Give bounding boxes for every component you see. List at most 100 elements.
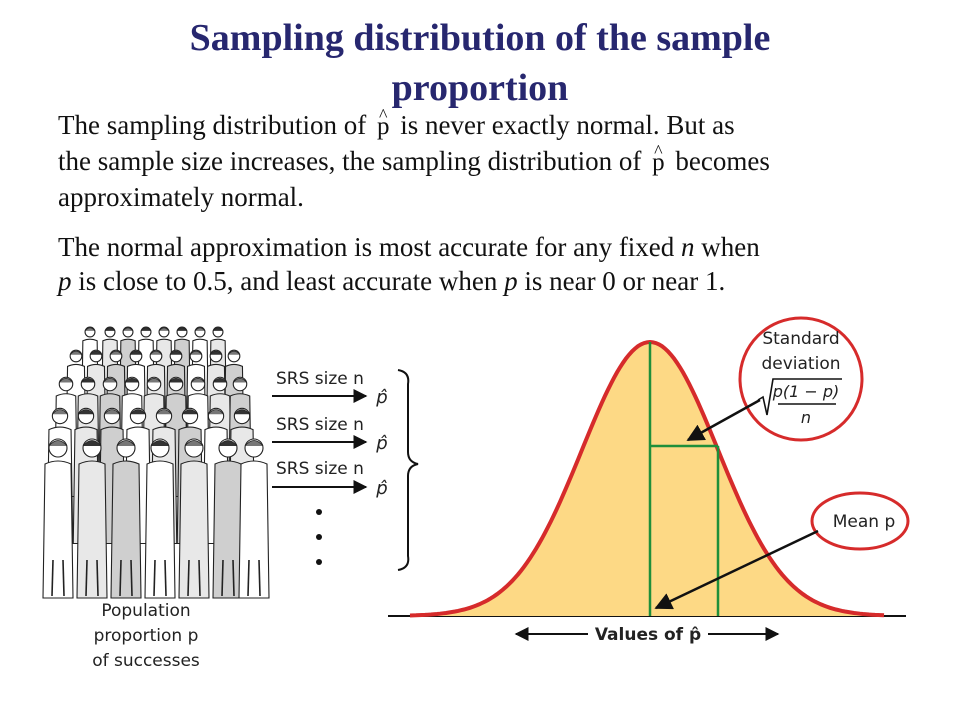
ellipsis-dot	[316, 509, 322, 515]
person-hair	[232, 377, 248, 383]
person-hair	[109, 350, 123, 355]
person-leg	[153, 559, 156, 597]
slide-title-line-2: proportion	[391, 67, 569, 109]
mean-callout-arrow	[654, 529, 819, 610]
person-leg	[187, 559, 190, 597]
curly-brace	[397, 369, 419, 571]
person-leg	[221, 559, 224, 597]
person-hair	[209, 350, 223, 355]
population-label-line-1: Population	[101, 601, 190, 621]
paragraph-2-text-a: The normal approximation is most accurat…	[58, 232, 675, 262]
p-hat-symbol: p ^	[652, 141, 665, 176]
person-hair	[208, 409, 224, 415]
person-hair	[149, 350, 163, 355]
paragraph-1-text-d: becomes	[675, 146, 770, 176]
srs-row-1: SRS size n p̂	[272, 369, 388, 408]
ellipsis-dot	[316, 534, 322, 540]
person-hair	[189, 350, 203, 355]
person-body	[144, 460, 176, 599]
person-hair	[146, 377, 162, 383]
srs-row-3: SRS size n p̂	[272, 459, 388, 499]
paragraph-2-n: n	[681, 232, 695, 262]
person-body	[238, 460, 270, 599]
person-hair	[150, 440, 170, 447]
person-hair	[169, 350, 183, 355]
person-hair	[69, 350, 83, 355]
person-leg	[119, 559, 122, 597]
person-hair	[89, 350, 103, 355]
person-hair	[84, 327, 96, 332]
normal-curve-fill	[410, 342, 884, 616]
person-hair	[234, 409, 250, 415]
person-hair	[58, 377, 74, 383]
person-leg	[62, 559, 65, 597]
sd-numerator: p(1 − p)	[772, 382, 840, 401]
person-leg	[130, 559, 133, 597]
person-hair	[82, 440, 102, 447]
person-body	[178, 460, 210, 599]
person-body	[76, 460, 108, 599]
person-hair	[104, 409, 120, 415]
person-hair	[78, 409, 94, 415]
paragraph-2-text-c: is close to 0.5, and least accurate when	[78, 266, 498, 296]
sample-stat-label: p̂	[375, 433, 387, 454]
person-hair	[184, 440, 204, 447]
person-hair	[116, 440, 136, 447]
person-hair	[156, 409, 172, 415]
mean-callout-label: Mean p	[833, 512, 896, 532]
paragraph-2-p: p	[58, 266, 72, 296]
person-hair	[182, 409, 198, 415]
person-hair	[52, 409, 68, 415]
paragraph-2-p: p	[504, 266, 518, 296]
axis-label: Values of p̂	[595, 625, 701, 645]
paragraph-1-text-b: is never exactly normal. But as	[400, 110, 735, 140]
population-label-line-3: of successes	[92, 651, 200, 671]
srs-label: SRS size n	[276, 415, 364, 435]
person-leg	[96, 559, 99, 597]
normal-curve-outline	[409, 339, 885, 618]
sd-denominator: n	[801, 408, 811, 427]
paragraph-1-text-a: The sampling distribution of	[58, 110, 367, 140]
person-hair	[102, 377, 118, 383]
sample-stat-label: p̂	[375, 387, 387, 408]
paragraph-1: The sampling distribution of p ^ is never…	[58, 105, 918, 214]
person-body	[42, 460, 74, 599]
person-leg	[198, 559, 201, 597]
sample-stat-label: p̂	[375, 478, 387, 499]
person-hair	[124, 377, 140, 383]
person-hair	[190, 377, 206, 383]
person-hair	[129, 350, 143, 355]
paragraph-2-text-d: is near 0 or near 1.	[524, 266, 726, 296]
paragraph-1-text-c: the sample size increases, the sampling …	[58, 146, 642, 176]
person-leg	[232, 559, 235, 597]
person-leg	[258, 559, 261, 597]
population-label-line-2: proportion p	[94, 626, 199, 646]
person-leg	[247, 559, 250, 597]
person-hair	[244, 440, 264, 447]
population-crowd-illustration	[42, 326, 270, 599]
sd-callout-arrow	[686, 398, 761, 442]
person-leg	[164, 559, 167, 597]
p-hat-symbol: p ^	[376, 105, 390, 140]
paragraph-1-text-e: approximately normal.	[58, 182, 304, 212]
person-hair	[130, 409, 146, 415]
person-hair	[212, 327, 224, 332]
paragraph-2: The normal approximation is most accurat…	[58, 230, 918, 298]
person-hair	[168, 377, 184, 383]
person-hair	[80, 377, 96, 383]
person-leg	[51, 559, 54, 597]
sd-callout-line-2: deviation	[761, 354, 840, 374]
srs-label: SRS size n	[276, 369, 364, 389]
person-body	[212, 460, 244, 599]
person-hair	[218, 440, 238, 447]
srs-label: SRS size n	[276, 459, 364, 479]
person-hair	[122, 327, 134, 332]
paragraph-2-text-b: when	[701, 232, 760, 262]
mean-callout-ring	[810, 491, 910, 551]
person-body	[110, 460, 142, 599]
square-root-sign	[757, 378, 842, 416]
person-hair	[194, 327, 206, 332]
person-hair	[227, 350, 241, 355]
